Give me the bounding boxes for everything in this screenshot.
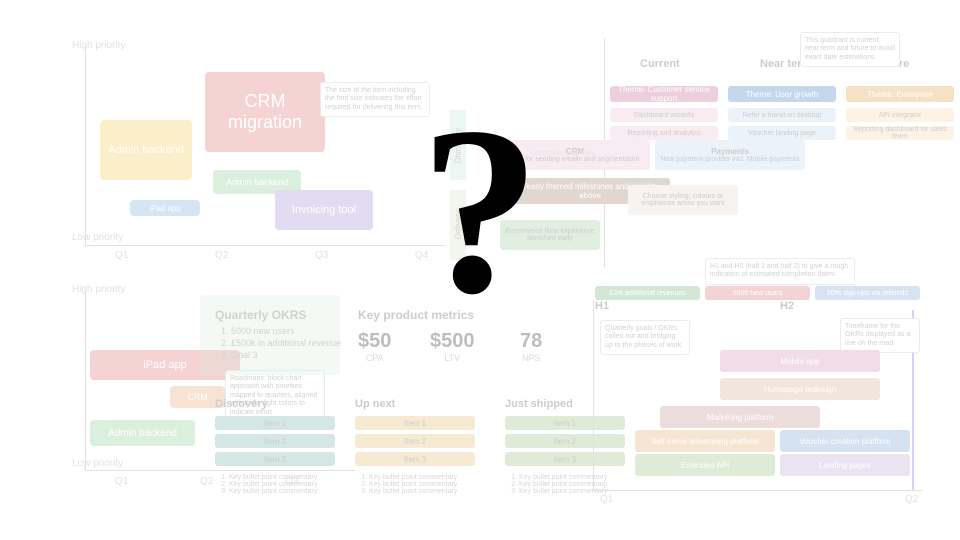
pipeline-bullets-1: Key bullet point commentaryKey bullet po…: [369, 474, 457, 495]
bl-y-top: High priority: [72, 284, 125, 295]
pipeline-bullet-0-2: Key bullet point commentary: [229, 488, 317, 495]
br-h1: H1: [595, 300, 609, 312]
bl-y-axis: [85, 290, 86, 470]
br-right-callout: Timeframe for the OKRs displayed as a li…: [840, 318, 920, 353]
br-x-axis: [593, 490, 923, 491]
bl-callout: Roadmaps: block chart approach with prio…: [225, 370, 325, 422]
pipeline-item-0-0: Item 1: [215, 416, 335, 430]
bl-q2: Q2: [200, 476, 213, 487]
br-block-6: Landing pages: [780, 454, 910, 476]
tl-q2: Q2: [215, 250, 228, 261]
metric-cpa-val: $50: [358, 330, 391, 353]
br-q1: Q1: [600, 494, 613, 505]
pipeline-col-1: Up next: [355, 398, 395, 410]
pipeline-item-1-1: Item 2: [355, 434, 475, 448]
pipeline-bullet-2-1: Key bullet point commentary: [519, 481, 607, 488]
br-block-0: Mobile app: [720, 350, 880, 372]
metric-cpa-lab: CPA: [358, 353, 391, 363]
tc-item-3: Voucher landing page: [728, 126, 836, 140]
pipeline-bullet-1-2: Key bullet point commentary: [369, 488, 457, 495]
br-callout-halves: H1 and H2 (half 1 and half 2) to give a …: [705, 258, 855, 285]
tl-q1: Q1: [115, 250, 128, 261]
br-block-2: Marketing platform: [660, 406, 820, 428]
pipeline-col-0: Discovery: [215, 398, 268, 410]
tl-y-bottom: Low priority: [72, 232, 123, 243]
tl-block-1: CRM migration: [205, 72, 325, 152]
pipeline-item-2-0: Item 1: [505, 416, 625, 430]
tc-col0: Current: [640, 58, 680, 70]
tl-q3: Q3: [315, 250, 328, 261]
br-block-5: Extended API: [635, 454, 775, 476]
tc-item-4: API integrator: [846, 108, 954, 122]
pipeline-bullet-1-1: Key bullet point commentary: [369, 481, 457, 488]
tl-x-axis: [85, 245, 445, 246]
br-pill-2: 20% sign-ups via referrals: [815, 286, 920, 300]
br-block-4: Voucher creation platform: [780, 430, 910, 452]
pipeline-item-1-0: Item 1: [355, 416, 475, 430]
tc-item-2: Refer a friend on desktop: [728, 108, 836, 122]
tc-theme-1: Theme: User growth: [728, 86, 836, 102]
tc-item-5: Reporting dashboard for sales team: [846, 126, 954, 140]
br-h2: H2: [780, 300, 794, 312]
tc-theme-2: Theme: Enterprise: [846, 86, 954, 102]
bl-x-axis: [85, 470, 355, 471]
pipeline-bullets-2: Key bullet point commentaryKey bullet po…: [519, 474, 607, 495]
okr-bg: [200, 295, 340, 375]
pipeline-bullet-0-0: Key bullet point commentary: [229, 474, 317, 481]
br-pill-1: 5000 new users: [705, 286, 810, 300]
br-y-axis: [593, 300, 594, 490]
tl-y-top: High priority: [72, 40, 125, 51]
metric-nps-lab: NPS: [520, 353, 542, 363]
tl-y-axis: [85, 45, 86, 245]
tc-theme-0: Theme: Customer service support: [610, 86, 718, 102]
tc-misc: Choose styling, colours or emphasise are…: [628, 185, 738, 215]
bl-y-bottom: Low priority: [72, 458, 123, 469]
bl-q1: Q1: [115, 476, 128, 487]
metric-cpa: $50 CPA: [358, 330, 391, 363]
br-block-1: Homepage redesign: [720, 378, 880, 400]
br-pill-0: £2m additional revenues: [595, 286, 700, 300]
tl-block-3: Invoicing tool: [275, 190, 373, 230]
pipeline-item-0-1: Item 2: [215, 434, 335, 448]
tc-item-1: Reporting and analytics: [610, 126, 718, 140]
br-q2: Q2: [905, 494, 918, 505]
br-callout-okr: Quarterly goals / OKRs called out and br…: [600, 320, 690, 355]
tc-pay-block: PaymentsNew payment provider incl. Mobil…: [655, 140, 805, 170]
tc-item-0: Dashboard wizards: [610, 108, 718, 122]
metric-ltv-lab: LTV: [430, 353, 475, 363]
pipeline-item-2-2: Item 3: [505, 452, 625, 466]
pipeline-item-2-1: Item 2: [505, 434, 625, 448]
pipeline-bullets-0: Key bullet point commentaryKey bullet po…: [229, 474, 317, 495]
pipeline-item-0-2: Item 3: [215, 452, 335, 466]
pipeline-col-2: Just shipped: [505, 398, 573, 410]
pipeline-bullet-0-1: Key bullet point commentary: [229, 481, 317, 488]
pipeline-bullet-1-0: Key bullet point commentary: [369, 474, 457, 481]
tl-block-4: iPad app: [130, 200, 200, 216]
tl-callout: The size of the item including the font …: [320, 82, 430, 117]
pipeline-bullet-2-0: Key bullet point commentary: [519, 474, 607, 481]
overlay-question-mark: ?: [420, 90, 540, 330]
bl-block-2: Admin backend: [90, 420, 195, 446]
br-block-3: Self-serve advertising platform: [635, 430, 775, 452]
tc-callout-top: This quadrant is current, near term and …: [800, 32, 900, 67]
pipeline-item-1-2: Item 3: [355, 452, 475, 466]
tl-block-0: Admin backend: [100, 120, 192, 180]
